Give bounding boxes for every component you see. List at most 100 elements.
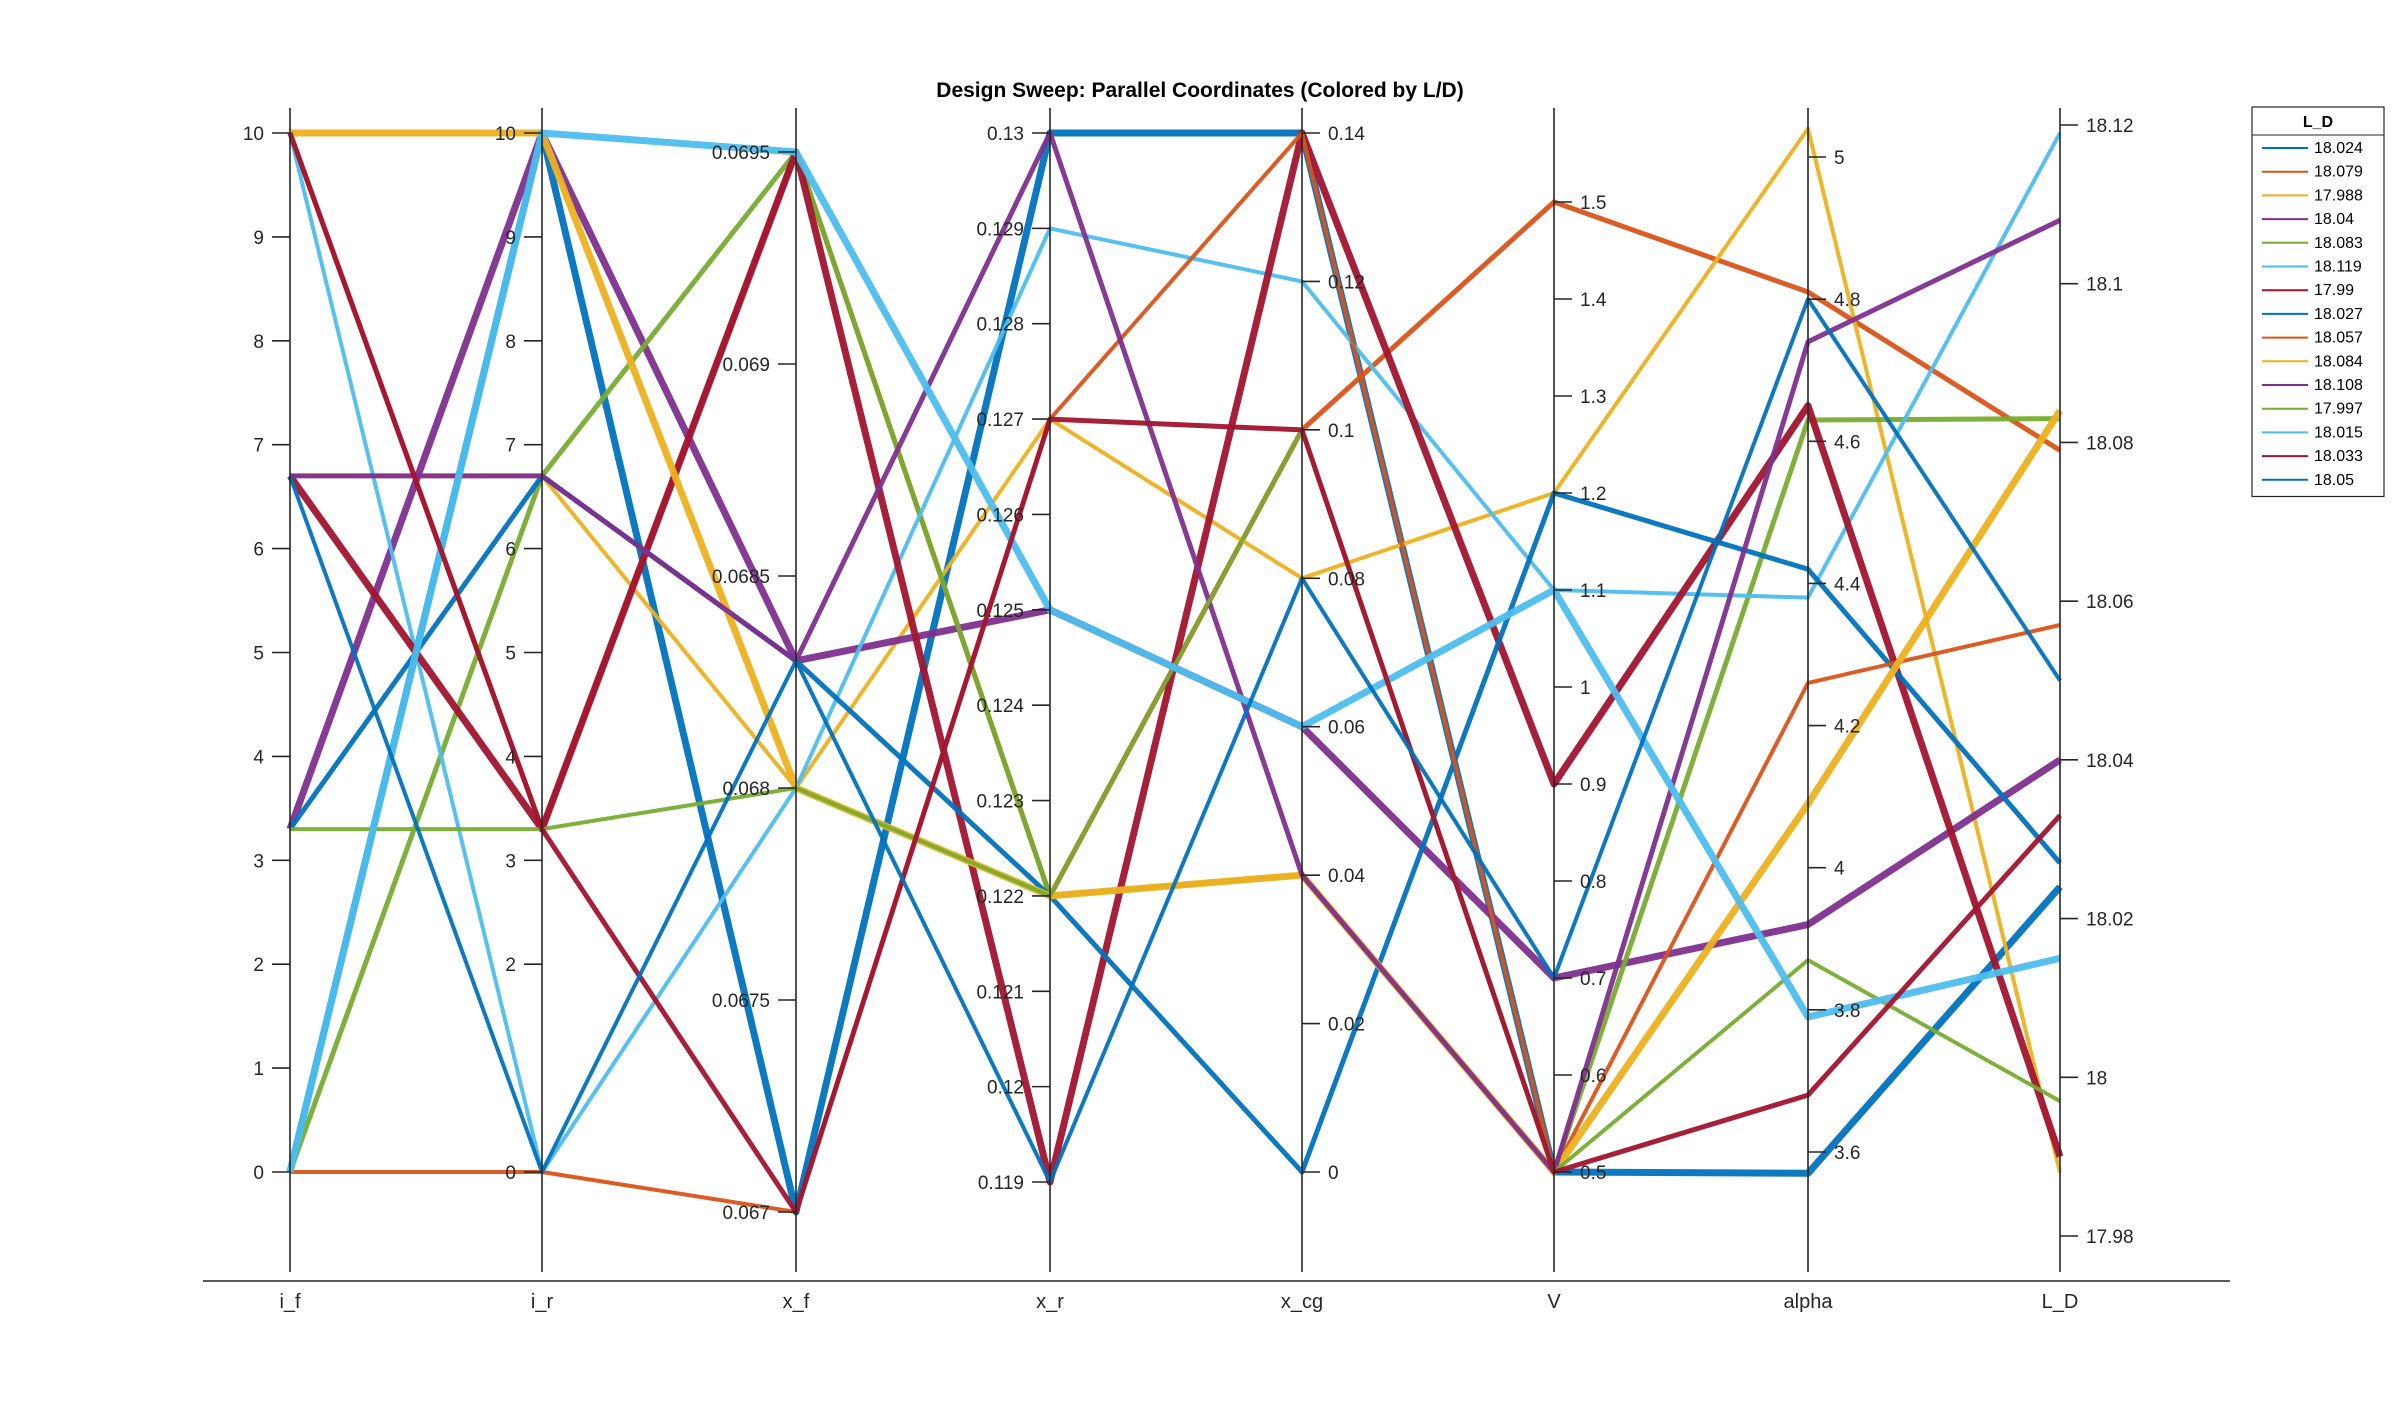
series-line bbox=[288, 297, 2062, 1184]
axis-x_r: 0.119 0.12 0.121 0.122 0.123 0.124 0.125 0.126 0… bbox=[976, 108, 1064, 1313]
legend-title: L_D bbox=[2303, 114, 2333, 131]
legend: L_D 18.024 18.079 17.988 18.04 18.083 18.119 17… bbox=[2251, 106, 2385, 498]
tick-label: 0.9 bbox=[1580, 775, 1606, 796]
tick-label: 0.125 bbox=[976, 601, 1024, 622]
legend-item: 18.079 bbox=[2262, 164, 2363, 181]
legend-label: 18.033 bbox=[2314, 448, 2363, 465]
legend-label: 18.027 bbox=[2314, 306, 2363, 323]
legend-label: 18.083 bbox=[2314, 235, 2363, 252]
tick-label: 0.7 bbox=[1580, 969, 1606, 990]
axis-V: 0.5 0.6 0.7 0.8 0.9 1 1.1 1.2 1.3 1.4 1.5 V bbox=[1547, 108, 1607, 1313]
tick-label: 4 bbox=[253, 747, 264, 768]
tick-label: 5 bbox=[505, 644, 516, 665]
series-line bbox=[287, 129, 2064, 1186]
tick-label: 1.5 bbox=[1580, 193, 1606, 214]
axis-alpha: 3.6 3.8 4 4.2 4.4 4.6 4.8 5 alpha bbox=[1784, 108, 1861, 1313]
legend-item: 18.119 bbox=[2262, 259, 2362, 276]
tick-label: 0.0675 bbox=[712, 991, 770, 1012]
legend-item: 18.057 bbox=[2262, 330, 2363, 347]
tick-label: 0.0685 bbox=[712, 567, 770, 588]
legend-item: 18.033 bbox=[2262, 448, 2363, 465]
legend-item: 18.04 bbox=[2262, 211, 2354, 228]
tick-label: 0.126 bbox=[976, 505, 1024, 526]
series-line bbox=[288, 131, 2062, 1174]
series-9 bbox=[290, 129, 2063, 1176]
legend-label: 17.99 bbox=[2314, 282, 2354, 299]
tick-label: 0 bbox=[1328, 1163, 1339, 1184]
series-line bbox=[290, 130, 2062, 1175]
tick-label: 0.127 bbox=[976, 410, 1024, 431]
legend-item: 18.024 bbox=[2262, 140, 2363, 157]
tick-label: 4.2 bbox=[1834, 717, 1860, 738]
tick-label: 0 bbox=[505, 1163, 516, 1184]
axis-name: i_f bbox=[279, 1291, 301, 1313]
legend-item: 18.083 bbox=[2262, 235, 2363, 252]
tick-label: 10 bbox=[495, 124, 516, 145]
tick-label: 0.119 bbox=[978, 1173, 1024, 1194]
series-line bbox=[287, 132, 2062, 1215]
tick-label: 17.98 bbox=[2086, 1227, 2134, 1248]
axis-name: x_cg bbox=[1281, 1291, 1323, 1313]
tick-label: 18.08 bbox=[2086, 433, 2134, 454]
tick-label: 0.123 bbox=[976, 792, 1024, 813]
tick-label: 0.13 bbox=[987, 124, 1024, 145]
series-line bbox=[290, 427, 2061, 1174]
tick-label: 18 bbox=[2086, 1068, 2107, 1089]
tick-label: 9 bbox=[505, 228, 516, 249]
tick-label: 1 bbox=[1580, 678, 1591, 699]
axis-i_r: 0 2 3 4 5 6 7 8 9 10 i_r bbox=[495, 108, 553, 1313]
tick-label: 3.6 bbox=[1834, 1143, 1860, 1164]
tick-label: 0.122 bbox=[976, 887, 1024, 908]
tick-label: 0.08 bbox=[1328, 569, 1365, 590]
tick-label: 8 bbox=[505, 332, 516, 353]
tick-label: 7 bbox=[505, 436, 516, 457]
legend-item: 18.027 bbox=[2262, 306, 2363, 323]
series-10 bbox=[290, 130, 2062, 1175]
legend-label: 17.988 bbox=[2314, 187, 2363, 204]
tick-label: 0.06 bbox=[1328, 718, 1365, 739]
axis-i_f: 0 1 2 3 4 5 6 7 8 9 10 i_f bbox=[243, 108, 301, 1313]
series-12 bbox=[286, 129, 2061, 1173]
legend-item: 17.988 bbox=[2262, 187, 2363, 204]
legend-label: 18.024 bbox=[2314, 140, 2363, 157]
axis-name: x_f bbox=[783, 1291, 810, 1313]
legend-label: 18.108 bbox=[2314, 377, 2363, 394]
tick-label: 3.8 bbox=[1834, 1001, 1860, 1022]
tick-label: 0.5 bbox=[1580, 1163, 1606, 1184]
series-11 bbox=[290, 427, 2061, 1174]
tick-label: 0.1 bbox=[1328, 421, 1354, 442]
legend-label: 18.015 bbox=[2314, 424, 2363, 441]
axis-x_f: 0.067 0.0675 0.068 0.0685 0.069 0.0695 x_f bbox=[712, 108, 810, 1313]
tick-label: 4.4 bbox=[1834, 574, 1861, 595]
tick-label: 1.2 bbox=[1580, 484, 1606, 505]
tick-label: 4 bbox=[1834, 859, 1845, 880]
tick-label: 18.06 bbox=[2086, 592, 2134, 613]
tick-label: 0.067 bbox=[722, 1203, 770, 1224]
tick-label: 9 bbox=[253, 228, 264, 249]
tick-label: 1 bbox=[253, 1059, 264, 1080]
axis-name: x_r bbox=[1036, 1291, 1064, 1313]
axis-name: L_D bbox=[2042, 1291, 2079, 1313]
tick-label: 18.02 bbox=[2086, 910, 2134, 931]
tick-label: 0.14 bbox=[1328, 124, 1365, 145]
legend-label: 18.05 bbox=[2314, 472, 2354, 489]
legend-item: 18.05 bbox=[2262, 472, 2354, 489]
series-0 bbox=[286, 129, 2063, 1216]
legend-label: 18.079 bbox=[2314, 164, 2363, 181]
tick-label: 0.02 bbox=[1328, 1015, 1365, 1036]
tick-label: 0.121 bbox=[976, 982, 1024, 1003]
tick-label: 6 bbox=[253, 540, 264, 561]
tick-label: 18.04 bbox=[2086, 751, 2134, 772]
tick-label: 0.068 bbox=[722, 779, 770, 800]
tick-label: 1.1 bbox=[1580, 581, 1606, 602]
series-1 bbox=[287, 132, 2062, 899]
tick-label: 0.6 bbox=[1580, 1066, 1606, 1087]
tick-label: 4.8 bbox=[1834, 290, 1860, 311]
axis-name: alpha bbox=[1784, 1291, 1834, 1313]
axis-name: V bbox=[1547, 1291, 1561, 1313]
tick-label: 0.128 bbox=[976, 315, 1024, 336]
tick-label: 1.4 bbox=[1580, 290, 1607, 311]
tick-label: 5 bbox=[1834, 148, 1845, 169]
tick-label: 0.12 bbox=[987, 1078, 1024, 1099]
tick-label: 1.3 bbox=[1580, 387, 1606, 408]
